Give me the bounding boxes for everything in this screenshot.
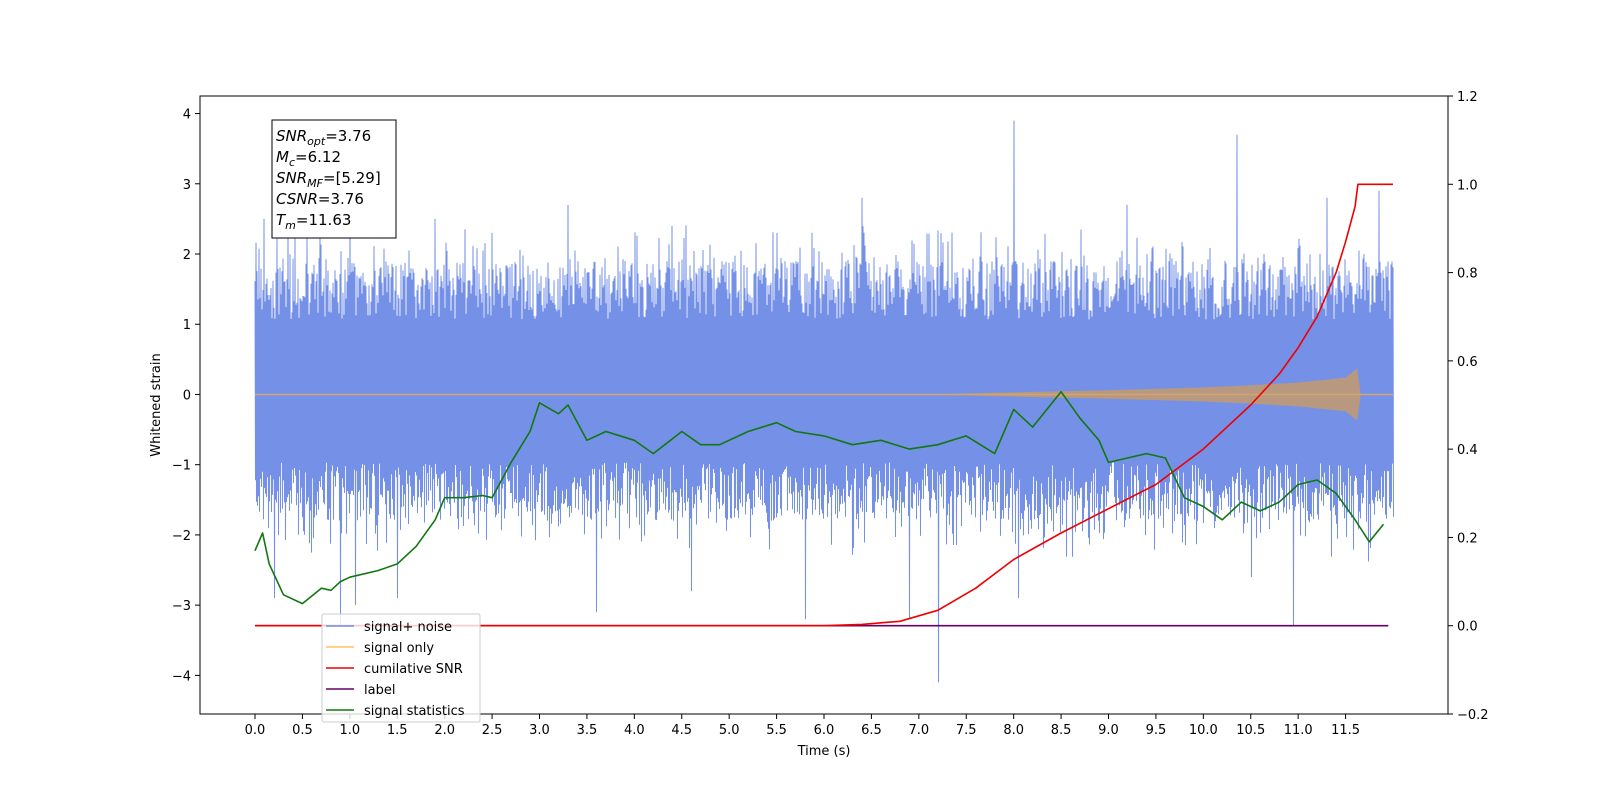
- x-tick-label: 5.5: [766, 723, 787, 738]
- x-tick-label: 0.5: [292, 723, 313, 738]
- x-tick-label: 8.5: [1051, 723, 1072, 738]
- info-value: =6.12: [295, 148, 341, 166]
- x-tick-label: 8.0: [1003, 723, 1024, 738]
- info-symbol: T: [276, 211, 287, 229]
- x-tick-label: 1.5: [387, 723, 408, 738]
- y2-tick-label: 1.0: [1457, 178, 1478, 193]
- info-symbol: SNR: [276, 169, 307, 187]
- legend-entry: signal statistics: [364, 704, 465, 719]
- y-tick-label: 0: [183, 388, 191, 403]
- x-tick-label: 9.0: [1098, 723, 1119, 738]
- info-value: =3.76: [325, 127, 371, 145]
- info-line: Mc=6.12: [276, 148, 341, 169]
- info-symbol: CSNR: [276, 190, 318, 208]
- info-box: SNRopt=3.76Mc=6.12SNRMF=[5.29]CSNR=3.76T…: [271, 119, 397, 239]
- series-signal-statistics: [254, 391, 1385, 605]
- y2-tick-label: 0.6: [1457, 355, 1478, 370]
- x-tick-label: 7.0: [908, 723, 929, 738]
- info-symbol: SNR: [276, 127, 307, 145]
- x-tick-label: 2.5: [482, 723, 503, 738]
- legend-frame: [321, 613, 481, 723]
- info-subscript: c: [289, 156, 295, 169]
- x-tick-label: 6.0: [814, 723, 835, 738]
- y-tick-label: 4: [183, 108, 191, 123]
- info-box-frame: [271, 119, 397, 239]
- legend: signal+ noise signal only cumilative SNR la…: [321, 613, 481, 723]
- y2-tick-label: 0.4: [1457, 443, 1478, 458]
- info-line: Tm=11.63: [276, 211, 351, 232]
- y-axis-label: Whitened strain: [149, 353, 164, 456]
- x-tick-label: 6.5: [861, 723, 882, 738]
- x-axis-label: Time (s): [797, 744, 851, 759]
- x-tick-label: 9.5: [1146, 723, 1167, 738]
- x-tick-label: 2.0: [434, 723, 455, 738]
- x-tick-label: 5.0: [719, 723, 740, 738]
- legend-entry: signal only: [364, 641, 434, 656]
- y-tick-label: −2: [172, 529, 191, 544]
- y2-tick-label: 0.2: [1457, 531, 1478, 546]
- info-value: =11.63: [296, 211, 352, 229]
- series-cumulative-snr: [255, 183, 1393, 627]
- info-line: CSNR=3.76: [276, 190, 364, 208]
- info-value: =[5.29]: [323, 169, 381, 187]
- legend-entry: label: [364, 683, 395, 698]
- info-line: SNRMF=[5.29]: [276, 169, 381, 190]
- info-line: SNRopt=3.76: [276, 127, 371, 148]
- y2-tick-label: 0.8: [1457, 267, 1478, 282]
- x-tick-label: 10.0: [1189, 723, 1218, 738]
- x-tick-label: 0.0: [245, 723, 266, 738]
- axis-ticks: 0.0 0.5 1.0 1.5 2.0 2.5 3.0 3.5 4.0 4.5 5.0 5.5 6.0 6…: [172, 90, 1489, 738]
- x-tick-label: 11.5: [1331, 723, 1360, 738]
- x-tick-label: 3.0: [529, 723, 550, 738]
- legend-entry: cumilative SNR: [364, 662, 463, 677]
- x-tick-label: 1.0: [339, 723, 360, 738]
- x-tick-label: 7.5: [956, 723, 977, 738]
- y-tick-label: −1: [172, 459, 191, 474]
- x-tick-label: 4.0: [624, 723, 645, 738]
- y-tick-label: 3: [183, 178, 191, 193]
- x-tick-label: 10.5: [1236, 723, 1265, 738]
- y-tick-label: 1: [183, 318, 191, 333]
- info-value: =3.76: [318, 190, 364, 208]
- y2-tick-label: 0.0: [1457, 620, 1478, 635]
- info-subscript: MF: [307, 177, 323, 190]
- y-tick-label: −3: [172, 599, 191, 614]
- info-symbol: M: [276, 148, 289, 166]
- y-tick-label: −4: [172, 669, 191, 684]
- y2-tick-label: 1.2: [1457, 90, 1478, 105]
- legend-entry: signal+ noise: [364, 620, 452, 635]
- y-tick-label: 2: [183, 248, 191, 263]
- x-tick-label: 4.5: [671, 723, 692, 738]
- y2-tick-label: −0.2: [1457, 708, 1489, 723]
- x-tick-label: 3.5: [577, 723, 598, 738]
- info-subscript: opt: [307, 135, 326, 148]
- x-tick-label: 11.0: [1284, 723, 1313, 738]
- info-subscript: m: [285, 219, 296, 232]
